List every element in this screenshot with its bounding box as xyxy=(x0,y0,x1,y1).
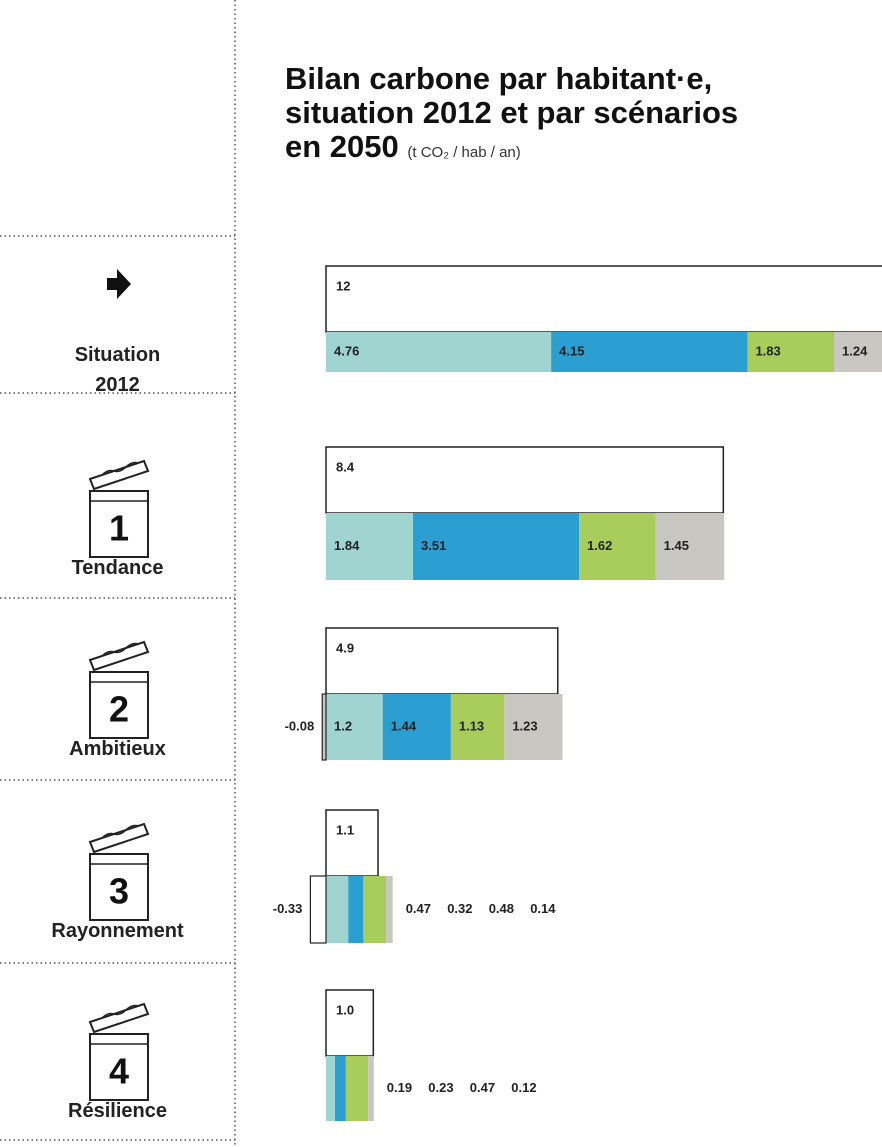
board xyxy=(89,853,149,921)
segment-label: 0.14 xyxy=(530,901,556,916)
segment-label: 1.84 xyxy=(334,538,360,553)
segment-label: 0.23 xyxy=(428,1080,453,1095)
negative-label: -0.08 xyxy=(285,718,315,733)
segment xyxy=(579,513,656,580)
category-label: Tendance xyxy=(0,553,235,583)
segment xyxy=(368,1056,374,1121)
chart-title: Bilan carbone par habitant·e, situation 2… xyxy=(285,62,738,170)
clapper xyxy=(88,640,150,672)
total-bar xyxy=(325,446,725,514)
badge-number: 3 xyxy=(109,871,129,912)
segment-label: 3.51 xyxy=(421,538,446,553)
segment xyxy=(386,876,393,943)
segment xyxy=(348,876,364,943)
title-line: en 2050 (t CO₂ / hab / an) xyxy=(285,129,521,164)
segment xyxy=(504,694,563,760)
segment xyxy=(655,513,725,580)
total-bar xyxy=(325,989,375,1057)
board xyxy=(89,671,149,739)
segment xyxy=(326,332,552,372)
segment-label: 0.32 xyxy=(447,901,472,916)
clapperboard-icon: 2 xyxy=(88,640,150,739)
total-label: 8.4 xyxy=(336,459,355,474)
segment-label: 1.24 xyxy=(842,343,868,358)
chart-unit: (t CO₂ / hab / an) xyxy=(407,144,521,161)
clapper xyxy=(88,459,150,491)
negative-segment xyxy=(309,875,327,944)
clapperboard-icon: 3 xyxy=(88,822,150,921)
segment-label: 1.45 xyxy=(664,538,689,553)
category-label: Situation 2012 xyxy=(0,340,235,400)
badge-number: 2 xyxy=(109,689,129,730)
total-bar xyxy=(325,809,379,877)
segment-label: 0.48 xyxy=(489,901,514,916)
segment-label: 0.47 xyxy=(470,1080,495,1095)
clapper xyxy=(88,1002,150,1034)
segment xyxy=(326,1056,335,1121)
segment xyxy=(551,332,748,372)
badge-number: 1 xyxy=(109,508,129,549)
total-label: 4.9 xyxy=(336,640,354,655)
title-line: Bilan carbone par habitant·e, xyxy=(285,61,713,96)
clapper xyxy=(88,822,150,854)
clapper-stripes xyxy=(101,642,139,657)
clapperboard-icon: 4 xyxy=(88,1002,150,1101)
board xyxy=(89,490,149,558)
clapperboard-icon: 1 xyxy=(88,459,150,558)
total-label: 1.0 xyxy=(336,1002,354,1017)
clapper-stripes xyxy=(101,1004,139,1019)
total-label: 12 xyxy=(336,278,350,293)
negative-segment xyxy=(321,693,327,761)
segment xyxy=(450,694,505,760)
category-text: Résilience xyxy=(68,1100,167,1122)
segment-label: 0.19 xyxy=(387,1080,412,1095)
segment-label: 1.2 xyxy=(334,718,352,733)
clapper-stripes xyxy=(101,824,139,839)
segment xyxy=(363,876,387,943)
segment xyxy=(382,694,451,760)
total-bar xyxy=(325,265,882,333)
badge-number: 4 xyxy=(109,1051,129,1092)
title-line: situation 2012 et par scénarios xyxy=(285,95,739,130)
segment-label: 0.12 xyxy=(511,1080,536,1095)
segment-label: 0.47 xyxy=(406,901,431,916)
segment-label: 1.44 xyxy=(391,718,417,733)
total-label: 1.1 xyxy=(336,822,354,837)
arrow-icon xyxy=(107,269,131,299)
total-bar xyxy=(325,627,559,695)
board xyxy=(89,1033,149,1101)
category-label: Résilience xyxy=(0,1096,235,1126)
segment xyxy=(413,513,580,580)
segment-label: 1.83 xyxy=(755,343,780,358)
segment xyxy=(326,694,383,760)
segment-label: 1.13 xyxy=(459,718,484,733)
segment xyxy=(334,1056,346,1121)
segment-label: 4.15 xyxy=(559,343,584,358)
category-text: Ambitieux xyxy=(69,738,166,760)
segment xyxy=(345,1056,369,1121)
category-text: Situation 2012 xyxy=(74,344,161,396)
segment-label: 1.23 xyxy=(512,718,537,733)
category-text: Rayonnement xyxy=(51,920,184,942)
segment xyxy=(326,513,414,580)
segment-label: 4.76 xyxy=(334,343,359,358)
segment-label: 1.62 xyxy=(587,538,612,553)
category-text: Tendance xyxy=(71,557,164,579)
negative-label: -0.33 xyxy=(273,901,303,916)
segment xyxy=(747,332,835,372)
segment xyxy=(834,332,882,372)
category-label: Rayonnement xyxy=(0,916,235,946)
segment xyxy=(326,876,349,943)
category-label: Ambitieux xyxy=(0,734,235,764)
clapper-stripes xyxy=(101,461,139,476)
